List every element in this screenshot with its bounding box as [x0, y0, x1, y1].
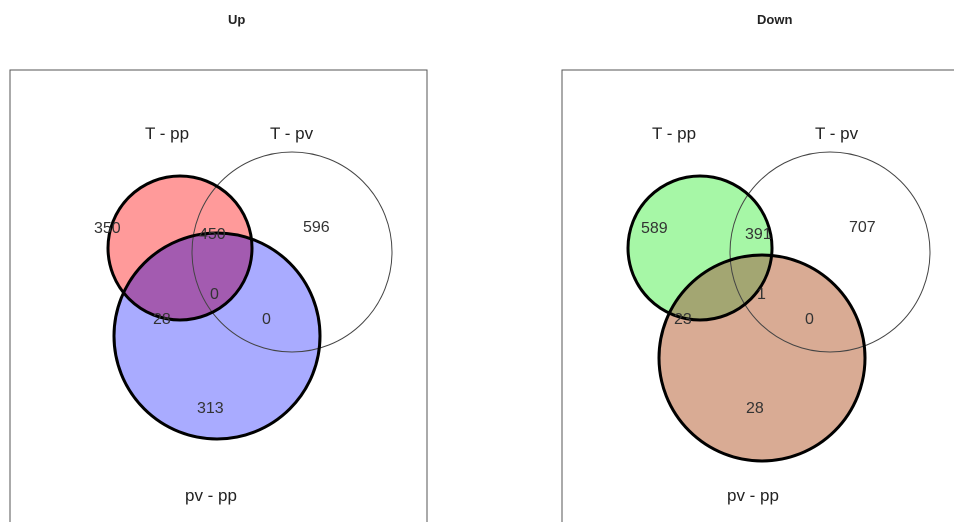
circle-t-pp-down-outline — [626, 174, 774, 322]
circle-pv-pp-up-outline — [112, 231, 322, 441]
count-only-t-pp-up: 350 — [94, 220, 121, 237]
count-t-pp-pv-pp-down: 23 — [674, 311, 692, 328]
set-label-pv-pp-down: pv - pp — [727, 486, 779, 505]
set-label-t-pp-down: T - pp — [652, 124, 696, 143]
count-only-t-pv-up: 596 — [303, 219, 330, 236]
set-label-t-pp-up: T - pp — [145, 124, 189, 143]
count-only-t-pv-down: 707 — [849, 219, 876, 236]
circle-t-pp-up-outline — [106, 174, 254, 322]
set-label-t-pv-down: T - pv — [815, 124, 859, 143]
count-t-pp-t-pv-up: 450 — [199, 226, 226, 243]
venn-panel-down: T - pp T - pv pv - pp 589 391 707 23 1 0… — [561, 69, 954, 522]
overlap-t-pp-pv-pp-up — [114, 233, 252, 320]
count-all-three-up: 0 — [210, 286, 219, 303]
count-only-pv-pp-up: 313 — [197, 400, 224, 417]
panel-title-up: Up — [228, 12, 246, 27]
count-t-pp-pv-pp-up: 28 — [153, 311, 171, 328]
count-t-pv-pv-pp-down: 0 — [805, 311, 814, 328]
overlap-t-pp-pv-pp-down — [659, 255, 772, 320]
set-label-t-pv-up: T - pv — [270, 124, 314, 143]
circle-t-pv-down — [729, 151, 931, 353]
panel-title-down: Down — [757, 12, 793, 27]
count-all-three-down: 1 — [757, 286, 766, 303]
count-t-pp-t-pv-down: 391 — [745, 226, 772, 243]
circle-pv-pp-down-outline — [657, 253, 867, 463]
count-only-t-pp-down: 589 — [641, 220, 668, 237]
count-t-pv-pv-pp-up: 0 — [262, 311, 271, 328]
circle-t-pv-up — [191, 151, 393, 353]
set-label-pv-pp-up: pv - pp — [185, 486, 237, 505]
venn-panel-up: T - pp T - pv pv - pp 350 450 596 28 0 0… — [9, 69, 428, 522]
count-only-pv-pp-down: 28 — [746, 400, 764, 417]
